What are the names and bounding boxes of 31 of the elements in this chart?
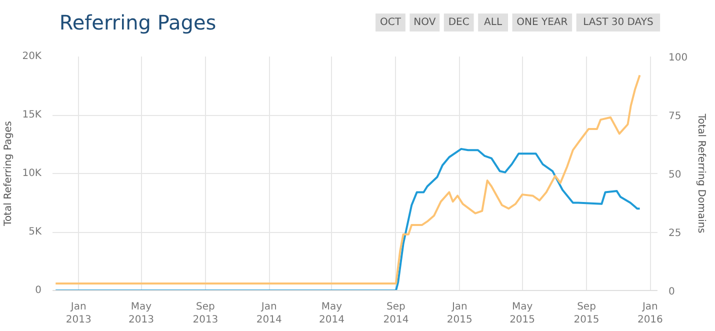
x-tick-label: Jan 2014 [256,302,282,326]
y-tick-label: 15K [22,110,42,120]
text: NOV [414,17,436,28]
x-tick-label: Sep 2014 [383,302,409,326]
y2-tick-label: 25 [668,228,682,239]
y-axis-title: Total Referring Pages [3,121,14,227]
x-tick-label: May 2015 [510,302,536,326]
x-tick-label: May 2014 [319,302,344,326]
y2-tick-label: 100 [668,52,688,64]
x-tick-label: Jan 2016 [637,302,663,326]
x-tick-label: Jan 2015 [446,302,472,326]
x-tick-label: Sep 2013 [192,302,218,326]
y-tick-label: 10K [22,168,42,179]
y2-tick-label: 50 [668,170,682,180]
x-tick-label: May 2013 [128,302,154,326]
chart-title: Referring Pages [59,10,216,34]
line-series [54,74,641,284]
x-tick-label: Jan 2013 [66,302,92,326]
y2-tick-label: 75 [668,111,682,122]
text: LAST 30 DAYS [583,17,654,28]
text: OCT [380,17,402,28]
x-tick-label: Sep 2015 [574,302,600,326]
y-tick-label: 20K [22,51,42,62]
y2-tick-label: 0 [668,286,675,298]
y-tick-label: 0 [35,285,42,296]
text: ALL [484,17,502,28]
text: DEC [448,17,470,28]
y2-axis-title: Total Referring Domains [696,112,707,234]
y-tick-label: 5K [28,226,42,238]
text: ONE YEAR [516,17,568,28]
line-series [54,148,641,290]
